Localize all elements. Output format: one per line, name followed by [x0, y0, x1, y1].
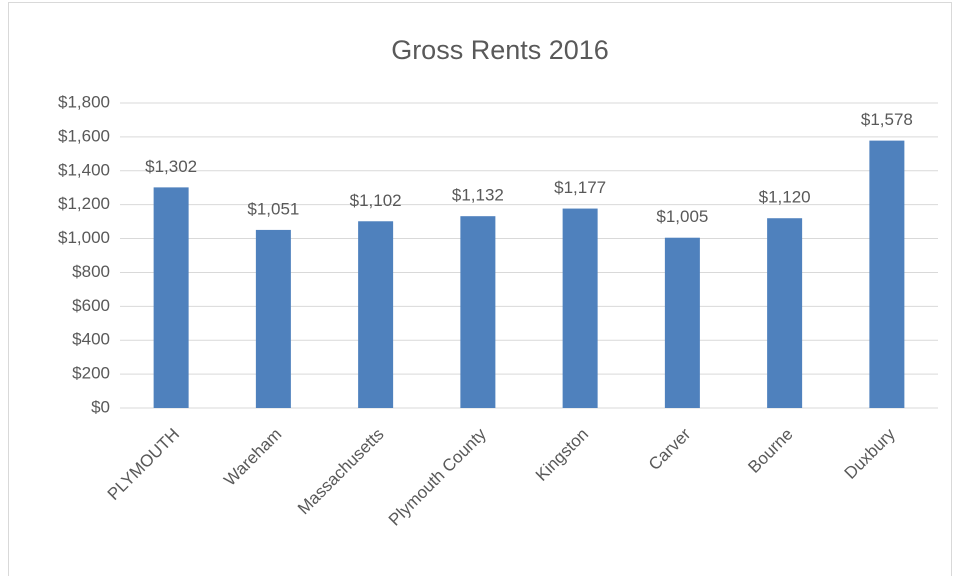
y-tick-label: $0	[91, 397, 110, 416]
data-label: $1,120	[759, 188, 811, 207]
data-label: $1,578	[861, 110, 913, 129]
data-label: $1,005	[656, 207, 708, 226]
bar	[767, 218, 803, 408]
chart-title: Gross Rents 2016	[391, 35, 609, 65]
y-tick-label: $400	[72, 330, 110, 349]
bar	[664, 237, 700, 408]
bar	[255, 229, 291, 408]
y-tick-label: $1,400	[58, 160, 110, 179]
bar	[153, 187, 189, 408]
y-tick-label: $1,200	[58, 194, 110, 213]
data-label: $1,051	[247, 199, 299, 218]
data-label: $1,177	[554, 178, 606, 197]
y-tick-label: $1,600	[58, 126, 110, 145]
y-tick-label: $200	[72, 364, 110, 383]
data-label: $1,102	[350, 191, 402, 210]
bar	[562, 208, 598, 408]
y-tick-label: $1,800	[58, 92, 110, 111]
bar	[869, 140, 905, 408]
y-tick-label: $600	[72, 296, 110, 315]
bar	[358, 221, 394, 408]
y-tick-label: $800	[72, 262, 110, 281]
bar	[460, 216, 496, 408]
data-label: $1,132	[452, 186, 504, 205]
data-label: $1,302	[145, 157, 197, 176]
y-tick-label: $1,000	[58, 228, 110, 247]
